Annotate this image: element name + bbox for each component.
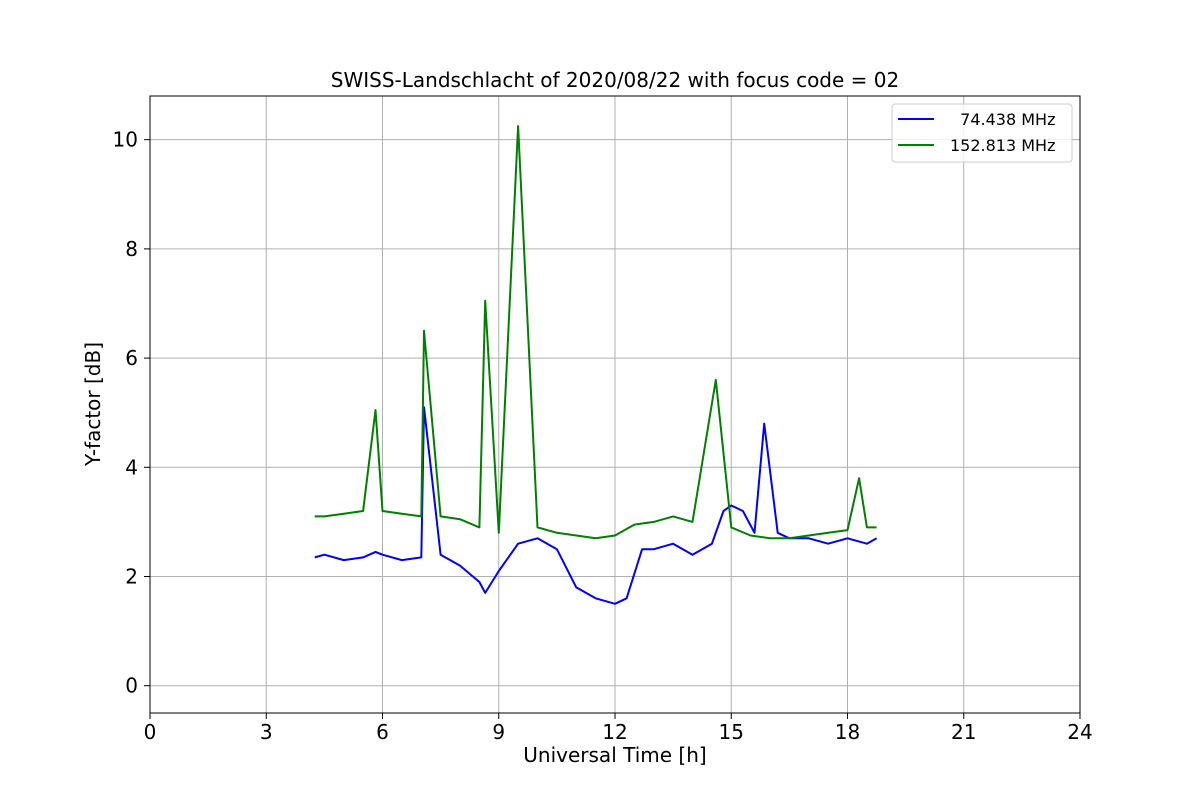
x-tick-label: 3 — [260, 720, 273, 744]
x-tick-label: 12 — [602, 720, 627, 744]
x-tick-label: 15 — [719, 720, 744, 744]
legend-box — [891, 103, 1073, 163]
x-axis-label: Universal Time [h] — [523, 743, 706, 767]
series-layer — [314, 125, 878, 605]
x-tick-label: 9 — [492, 720, 505, 744]
y-tick-label: 4 — [125, 455, 138, 479]
y-tick-label: 8 — [125, 237, 138, 261]
y-tick-label: 10 — [113, 128, 138, 152]
y-tick-label: 0 — [125, 674, 138, 698]
legend-label-74mhz: 74.438 MHz — [950, 110, 1055, 129]
chart-title: SWISS-Landschlacht of 2020/08/22 with fo… — [331, 68, 899, 92]
y-tick-label: 2 — [125, 564, 138, 588]
x-tick-label: 6 — [376, 720, 389, 744]
legend-label-152mhz: 152.813 MHz — [950, 136, 1055, 155]
y-axis-label: Y-factor [dB] — [81, 342, 105, 467]
series-line-1 — [314, 125, 877, 540]
x-tick-label: 0 — [144, 720, 157, 744]
y-tick-label: 6 — [125, 346, 138, 370]
x-tick-label: 21 — [951, 720, 976, 744]
series-line-0 — [314, 406, 878, 605]
legend: 74.438 MHz 152.813 MHz — [891, 103, 1073, 163]
x-tick-label: 24 — [1067, 720, 1092, 744]
x-tick-label: 18 — [835, 720, 860, 744]
